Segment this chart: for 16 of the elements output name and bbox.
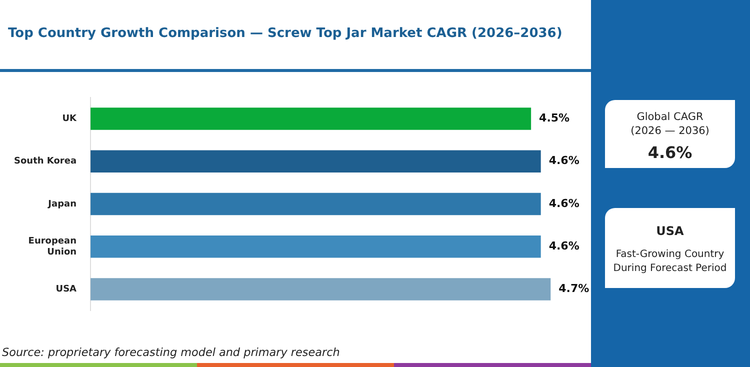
text: 4.6%: [646, 143, 694, 162]
text: Fast-Growing Country During Forecast Period: [612, 248, 728, 276]
data-label: 4.6%: [548, 154, 580, 168]
source-note: Source: proprietary forecasting model and primary research: [2, 346, 340, 359]
text: USA: [655, 224, 685, 238]
data-label: 4.6%: [548, 196, 580, 210]
y-tick-label: USA: [56, 284, 77, 295]
data-label: 4.5%: [539, 112, 570, 125]
y-tick-label: European Union: [28, 236, 77, 258]
y-tick-label: South Korea: [14, 156, 77, 167]
y-tick-label: UK: [62, 114, 78, 124]
y-tick-label: Japan: [47, 199, 77, 210]
data-label: 4.7%: [558, 282, 590, 296]
chart-title: Top Country Growth Comparison — Screw Top Jar Market CAGR (2026–2036): [8, 26, 562, 41]
text: Global CAGR (2026 — 2036): [630, 110, 710, 138]
data-label: 4.6%: [548, 240, 580, 252]
